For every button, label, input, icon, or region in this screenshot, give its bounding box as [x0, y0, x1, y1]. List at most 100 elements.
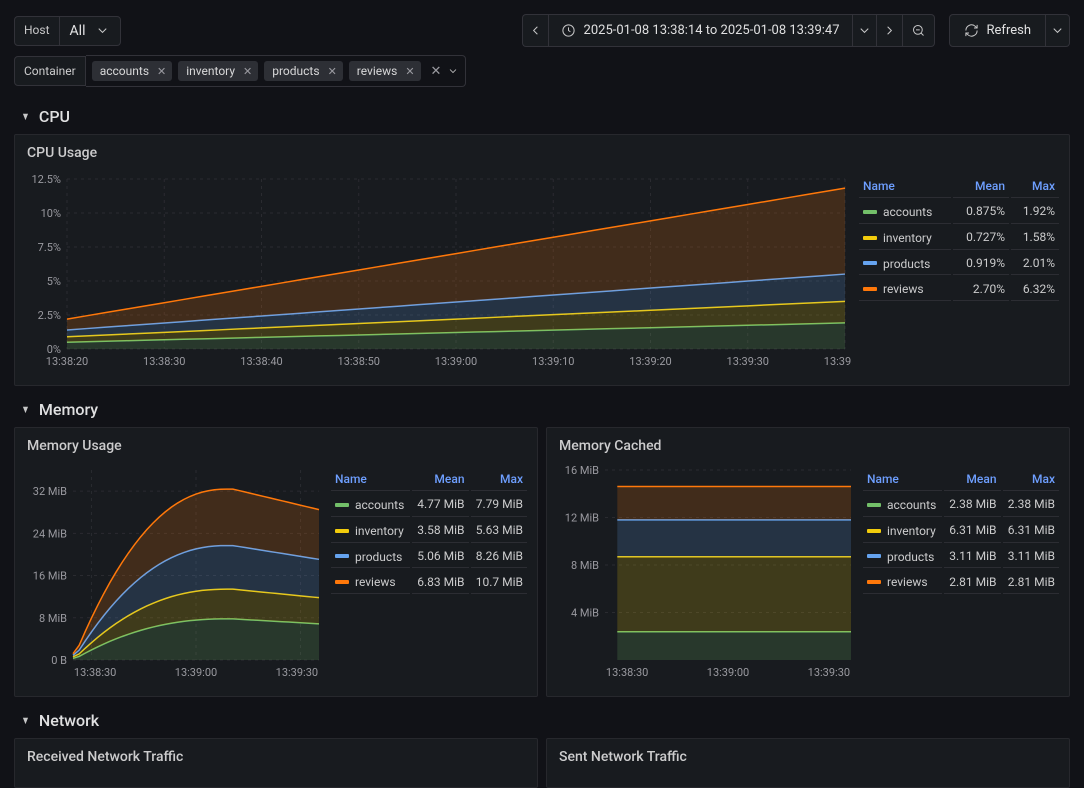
- panel-title: Received Network Traffic: [15, 739, 537, 769]
- tag-label: accounts: [100, 64, 149, 78]
- svg-text:13:39:00: 13:39:00: [707, 666, 749, 679]
- chevron-down-icon: [95, 23, 110, 38]
- section-cpu-header[interactable]: ▼ CPU: [0, 99, 1084, 134]
- host-variable: Host All: [14, 16, 121, 46]
- clock-icon: [561, 23, 576, 38]
- cpu-usage-chart[interactable]: 0%2.5%5%7.5%10%12.5%13:38:2013:38:3013:3…: [23, 171, 851, 375]
- legend-row[interactable]: reviews2.81 MiB2.81 MiB: [863, 570, 1059, 594]
- section-memory-header[interactable]: ▼ Memory: [0, 386, 1084, 427]
- remove-tag-icon[interactable]: ✕: [326, 65, 339, 78]
- filter-tag[interactable]: inventory ✕: [178, 61, 258, 81]
- svg-text:13:39:10: 13:39:10: [532, 355, 574, 368]
- svg-text:13:39:30: 13:39:30: [727, 355, 769, 368]
- svg-text:13:39:30: 13:39:30: [276, 666, 318, 679]
- chevron-right-icon: [882, 23, 897, 38]
- host-value: All: [70, 23, 86, 39]
- svg-text:10%: 10%: [41, 207, 61, 220]
- clear-tags-icon[interactable]: ✕: [431, 64, 442, 79]
- svg-text:0 B: 0 B: [51, 654, 67, 667]
- legend-row[interactable]: accounts0.875%1.92%: [859, 200, 1059, 224]
- filter-tag[interactable]: reviews✕: [349, 61, 421, 81]
- svg-text:2.5%: 2.5%: [38, 309, 61, 322]
- svg-text:13:39:40: 13:39:40: [824, 355, 851, 368]
- zoom-out-icon: [911, 23, 926, 38]
- memory-panel-row: Memory Usage 0 B 8 MiB 16 MiB 24 MiB 32 MiB 1…: [0, 427, 1084, 697]
- chevron-down-icon[interactable]: [447, 65, 459, 77]
- svg-text:32 MiB: 32 MiB: [33, 485, 67, 498]
- refresh-button[interactable]: Refresh: [949, 14, 1046, 47]
- refresh-interval-caret[interactable]: [1046, 14, 1070, 47]
- legend-row[interactable]: inventory0.727%1.58%: [859, 226, 1059, 250]
- section-network-title: Network: [39, 711, 99, 730]
- svg-text:24 MiB: 24 MiB: [33, 527, 67, 540]
- svg-text:13:38:40: 13:38:40: [240, 355, 282, 368]
- time-next-button[interactable]: [877, 14, 903, 47]
- memory-usage-panel[interactable]: Memory Usage 0 B 8 MiB 16 MiB 24 MiB 32 MiB 1…: [14, 427, 538, 697]
- refresh-icon: [964, 23, 979, 38]
- zoom-out-button[interactable]: [903, 14, 935, 47]
- legend-row[interactable]: accounts4.77 MiB7.79 MiB: [331, 493, 527, 517]
- legend-row[interactable]: products3.11 MiB3.11 MiB: [863, 545, 1059, 569]
- filter-tag[interactable]: products ✕: [264, 61, 343, 81]
- svg-text:13:38:20: 13:38:20: [46, 355, 88, 368]
- legend-row[interactable]: reviews2.70%6.32%: [859, 277, 1059, 301]
- remove-tag-icon[interactable]: ✕: [403, 65, 416, 78]
- memory-cached-legend: NameMeanMaxaccounts2.38 MiB2.38 MiBinven…: [861, 464, 1061, 686]
- time-range-caret[interactable]: [853, 14, 877, 47]
- memory-usage-legend: NameMeanMaxaccounts4.77 MiB7.79 MiBinven…: [329, 464, 529, 686]
- svg-text:13:38:50: 13:38:50: [338, 355, 380, 368]
- time-range-picker[interactable]: 2025-01-08 13:38:14 to 2025-01-08 13:39:…: [548, 14, 853, 47]
- svg-text:13:39:00: 13:39:00: [435, 355, 477, 368]
- svg-text:13:39:30: 13:39:30: [808, 666, 850, 679]
- legend-row[interactable]: accounts2.38 MiB2.38 MiB: [863, 493, 1059, 517]
- chevron-left-icon: [528, 23, 543, 38]
- chevron-down-icon: ▼: [21, 714, 30, 727]
- cpu-panel-row: CPU Usage 0%2.5%5%7.5%10%12.5%13:38:2013…: [0, 134, 1084, 386]
- host-select[interactable]: All: [60, 16, 122, 46]
- legend-row[interactable]: products0.919%2.01%: [859, 252, 1059, 276]
- svg-text:13:39:00: 13:39:00: [175, 666, 217, 679]
- network-panel-row: Received Network Traffic Sent Network Tr…: [0, 738, 1084, 788]
- svg-text:8 MiB: 8 MiB: [571, 559, 599, 572]
- svg-text:5%: 5%: [47, 275, 61, 288]
- section-network-header[interactable]: ▼ Network: [0, 697, 1084, 738]
- legend-row[interactable]: reviews6.83 MiB10.7 MiB: [331, 570, 527, 594]
- svg-text:13:38:30: 13:38:30: [74, 666, 116, 679]
- refresh-label: Refresh: [987, 23, 1031, 38]
- time-range-group: 2025-01-08 13:38:14 to 2025-01-08 13:39:…: [522, 14, 935, 47]
- legend-row[interactable]: inventory6.31 MiB6.31 MiB: [863, 519, 1059, 543]
- refresh-group: Refresh: [949, 14, 1070, 47]
- legend-row[interactable]: products5.06 MiB8.26 MiB: [331, 545, 527, 569]
- chevron-down-icon: [857, 23, 872, 38]
- container-tags[interactable]: accounts✕inventory✕products✕reviews✕ ✕: [86, 55, 467, 87]
- svg-text:16 MiB: 16 MiB: [565, 464, 599, 477]
- memory-cached-panel[interactable]: Memory Cached 4 MiB8 MiB12 MiB16 MiB13:3…: [546, 427, 1070, 697]
- top-toolbar: Host All 2025-01-08 13:38:14 to 2025-01-…: [0, 0, 1084, 55]
- remove-tag-icon[interactable]: ✕: [241, 65, 254, 78]
- legend-row[interactable]: inventory3.58 MiB5.63 MiB: [331, 519, 527, 543]
- net-rx-panel[interactable]: Received Network Traffic: [14, 738, 538, 788]
- remove-tag-icon[interactable]: ✕: [155, 65, 168, 78]
- container-label: Container: [14, 56, 86, 86]
- tag-label: inventory: [186, 64, 235, 78]
- time-prev-button[interactable]: [522, 14, 548, 47]
- panel-title: Memory Usage: [15, 428, 537, 458]
- chevron-down-icon: [1050, 23, 1065, 38]
- svg-text:4 MiB: 4 MiB: [571, 607, 599, 620]
- memory-usage-chart[interactable]: 0 B 8 MiB 16 MiB 24 MiB 32 MiB 13:38:30 13:39:…: [23, 464, 323, 686]
- host-label: Host: [14, 16, 60, 46]
- net-tx-panel[interactable]: Sent Network Traffic: [546, 738, 1070, 788]
- cpu-usage-panel[interactable]: CPU Usage 0%2.5%5%7.5%10%12.5%13:38:2013…: [14, 134, 1070, 386]
- svg-text:7.5%: 7.5%: [38, 241, 61, 254]
- chevron-down-icon: ▼: [21, 110, 30, 123]
- tag-label: products: [272, 64, 319, 78]
- filter-tag[interactable]: accounts ✕: [92, 61, 173, 81]
- section-cpu-title: CPU: [39, 107, 70, 126]
- memory-cached-chart[interactable]: 4 MiB 8 MiB 12 MiB 16 MiB 13:38:30 13:39:00 13…: [555, 464, 855, 686]
- svg-text:12 MiB: 12 MiB: [565, 512, 599, 525]
- svg-text:16 MiB: 16 MiB: [33, 570, 67, 583]
- svg-text:13:38:30: 13:38:30: [606, 666, 648, 679]
- section-memory-title: Memory: [39, 400, 98, 419]
- svg-text:8 MiB: 8 MiB: [39, 612, 67, 625]
- panel-title: Sent Network Traffic: [547, 739, 1069, 769]
